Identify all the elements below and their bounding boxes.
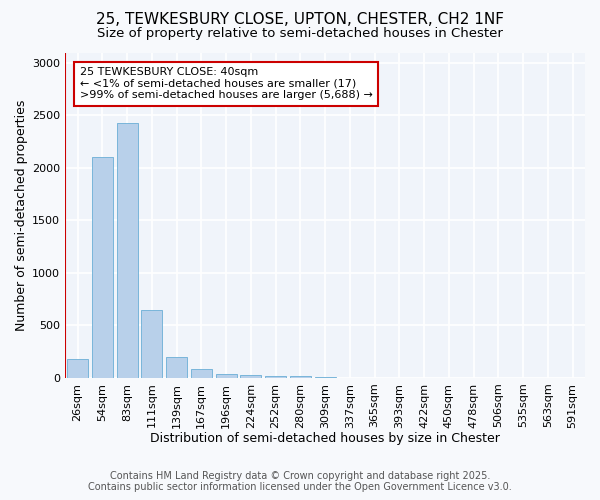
Bar (141, 310, 163, 378)
X-axis label: Distribution of semi-detached houses by size in Chester: Distribution of semi-detached houses by … (150, 432, 500, 445)
Bar (92, 158, 113, 378)
Text: 25, TEWKESBURY CLOSE, UPTON, CHESTER, CH2 1NF: 25, TEWKESBURY CLOSE, UPTON, CHESTER, CH… (96, 12, 504, 28)
Bar (116, 123, 137, 378)
Y-axis label: Number of semi-detached properties: Number of semi-detached properties (15, 100, 28, 331)
Bar (191, 369, 212, 378)
Text: Size of property relative to semi-detached houses in Chester: Size of property relative to semi-detach… (97, 28, 503, 40)
Text: Contains HM Land Registry data © Crown copyright and database right 2025.
Contai: Contains HM Land Registry data © Crown c… (88, 471, 512, 492)
Bar (265, 376, 286, 378)
Bar (290, 376, 311, 378)
Bar (67, 360, 88, 378)
Bar (314, 377, 335, 378)
Bar (215, 374, 236, 378)
Bar (240, 374, 262, 378)
Bar (166, 358, 187, 378)
Text: 25 TEWKESBURY CLOSE: 40sqm
← <1% of semi-detached houses are smaller (17)
>99% o: 25 TEWKESBURY CLOSE: 40sqm ← <1% of semi… (80, 67, 373, 100)
